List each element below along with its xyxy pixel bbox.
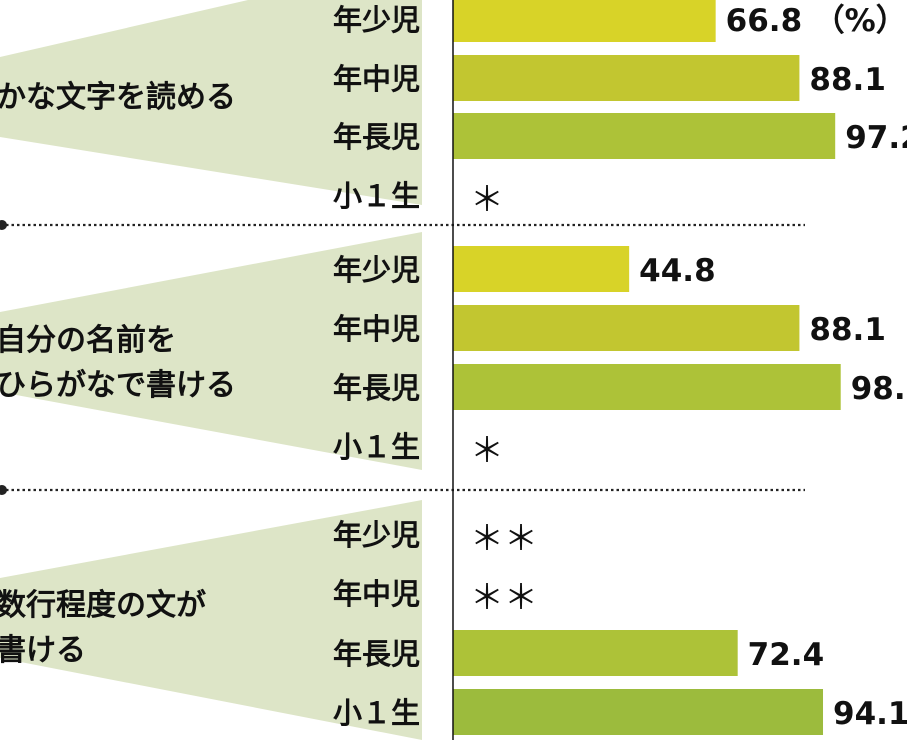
data-label: 98.6: [851, 371, 907, 407]
data-label: 94.1: [833, 696, 907, 732]
data-label: 66.8: [726, 3, 803, 39]
divider-bullet: [0, 485, 7, 495]
bar: [453, 0, 716, 42]
data-label: 88.1: [809, 312, 886, 348]
grade-label: 年少児: [333, 3, 420, 37]
grade-label: 小１生: [333, 179, 420, 213]
no-data-mark: ＊＊: [470, 519, 538, 559]
bar: [453, 55, 800, 101]
grade-label: 年中児: [333, 62, 420, 96]
bar: [453, 630, 738, 676]
grade-label: 小１生: [333, 696, 420, 730]
category-wedges: [0, 0, 422, 740]
divider-bullet: [0, 220, 7, 230]
data-label: 72.4: [748, 637, 825, 673]
category-label: 自分の名前を: [0, 323, 176, 358]
grade-label: 年長児: [333, 371, 420, 405]
category-label: かな文字を読める: [0, 80, 236, 115]
bar: [453, 113, 836, 159]
bar: [453, 364, 841, 410]
labels: かな文字を読める年少児66.8（%）年中児88.1年長児97.2小１生＊自分の名…: [0, 3, 907, 732]
category-wedge: [0, 0, 422, 205]
bar: [453, 246, 630, 292]
data-label: 97.2: [845, 120, 907, 156]
bar: [453, 305, 800, 351]
category-label: 書ける: [0, 633, 86, 668]
no-data-mark: ＊: [470, 180, 504, 220]
group-dividers: [0, 220, 805, 495]
grade-label: 年少児: [333, 253, 420, 287]
category-label: ひらがなで書ける: [0, 368, 236, 403]
bars: [453, 0, 841, 735]
no-data-mark: ＊: [470, 431, 504, 471]
bar: [453, 689, 824, 735]
grade-label: 年中児: [333, 312, 420, 346]
grade-label: 年長児: [333, 120, 420, 154]
grade-label: 小１生: [333, 430, 420, 464]
category-label: 数行程度の文が: [0, 588, 206, 623]
grade-label: 年少児: [333, 518, 420, 552]
unit-label: （%）: [814, 3, 907, 39]
data-label: 44.8: [639, 253, 716, 289]
no-data-mark: ＊＊: [470, 578, 538, 618]
grade-label: 年中児: [333, 577, 420, 611]
category-wedge: [0, 232, 422, 470]
category-wedge: [0, 500, 422, 740]
data-label: 88.1: [809, 62, 886, 98]
grade-label: 年長児: [333, 637, 420, 671]
